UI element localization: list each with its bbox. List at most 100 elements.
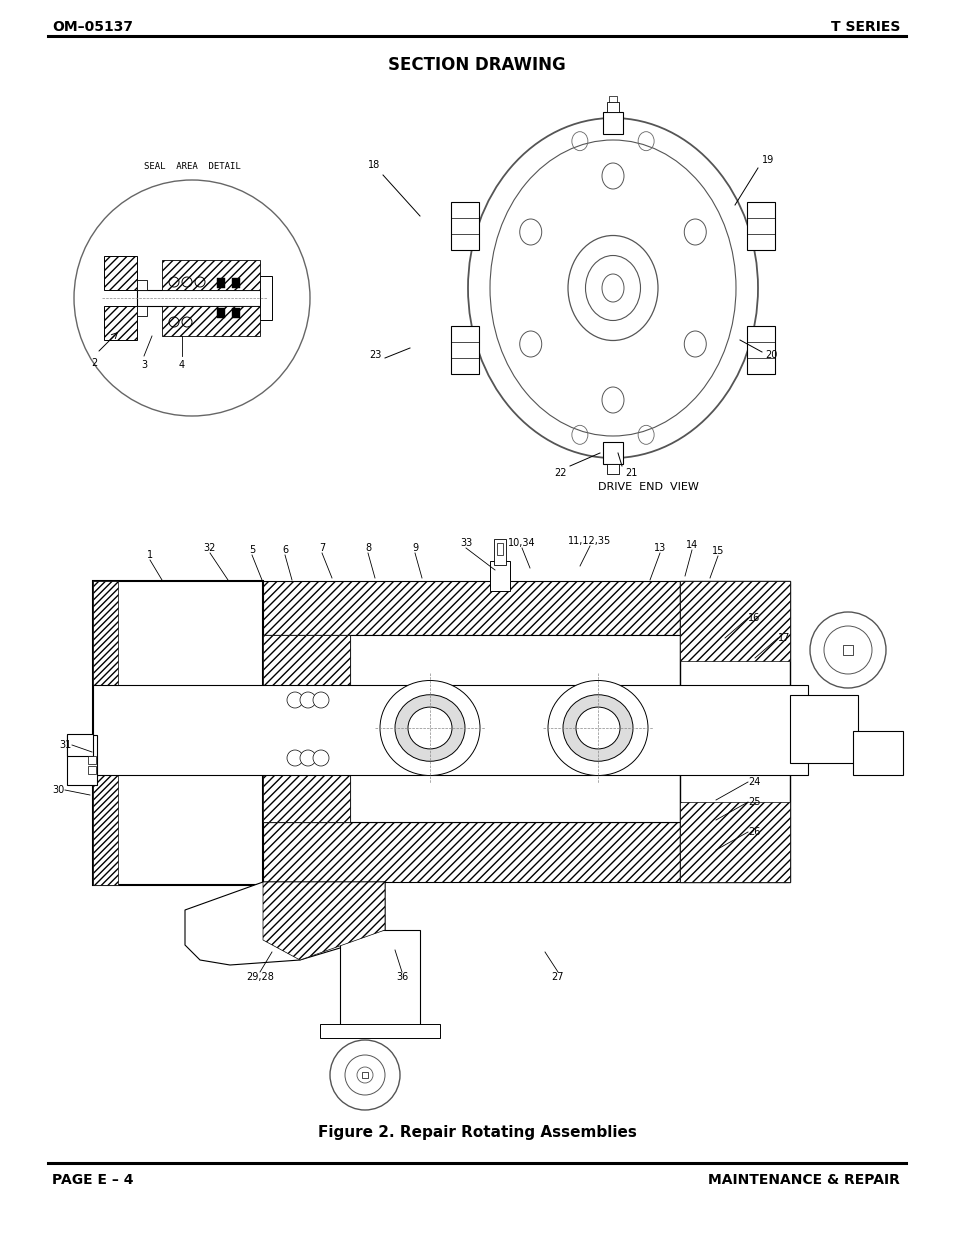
Bar [263,635,350,690]
Ellipse shape [547,680,647,776]
Text: 21: 21 [624,468,637,478]
Bar [232,278,240,288]
Bar [746,203,774,249]
Text: 3: 3 [141,359,147,370]
Text: 29,28: 29,28 [246,972,274,982]
Bar [608,96,617,103]
Bar [606,103,618,112]
Polygon shape [137,306,147,316]
Bar [451,203,478,249]
Text: 26: 26 [747,827,760,837]
Bar [162,261,260,290]
Bar [67,734,92,756]
Text: 20: 20 [764,350,777,359]
Bar [137,290,267,306]
Ellipse shape [408,708,452,748]
Bar [339,930,419,1030]
Text: 30: 30 [52,785,65,795]
Bar [350,635,679,823]
Bar [497,543,502,555]
Text: OM–05137: OM–05137 [52,20,132,35]
Text: 2: 2 [91,358,97,368]
Bar [92,580,263,885]
Circle shape [313,692,329,708]
Polygon shape [104,256,137,290]
Text: MAINTENANCE & REPAIR: MAINTENANCE & REPAIR [707,1173,899,1187]
Bar [88,756,96,764]
Text: 10,34: 10,34 [508,538,536,548]
Ellipse shape [379,680,479,776]
Circle shape [299,750,315,766]
Bar [216,308,225,317]
Text: 19: 19 [761,156,774,165]
Bar [494,538,505,564]
Bar [451,326,478,374]
Text: 1: 1 [147,550,152,559]
Text: 16: 16 [747,613,760,622]
Bar [263,823,679,882]
Bar [92,685,807,776]
Circle shape [313,750,329,766]
Text: 25: 25 [747,797,760,806]
Bar [260,275,272,320]
Bar [746,326,774,374]
Polygon shape [185,882,385,965]
Text: 14: 14 [685,540,698,550]
Bar [319,1024,439,1037]
Text: 15: 15 [711,546,723,556]
Text: 31: 31 [60,740,71,750]
Text: 27: 27 [551,972,563,982]
Text: 22: 22 [554,468,566,478]
Text: 23: 23 [369,350,381,359]
Text: 8: 8 [365,543,371,553]
Text: 6: 6 [282,545,288,555]
Bar [679,802,789,882]
Bar [679,580,789,882]
Bar [263,635,350,823]
Text: 5: 5 [249,545,254,555]
Text: 32: 32 [204,543,216,553]
Circle shape [345,1055,385,1095]
Bar [852,731,902,776]
Polygon shape [137,280,147,290]
Bar [67,735,97,785]
Text: SECTION DRAWING: SECTION DRAWING [388,56,565,74]
Text: 13: 13 [653,543,665,553]
Polygon shape [263,882,385,960]
Bar [263,767,350,823]
Text: T SERIES: T SERIES [830,20,899,35]
Bar [679,580,789,661]
Text: 17: 17 [778,634,789,643]
Text: DRIVE  END  VIEW: DRIVE END VIEW [597,482,698,492]
Bar [263,580,679,635]
Bar [361,1072,368,1078]
Bar [92,764,118,885]
Text: 9: 9 [412,543,417,553]
Text: 4: 4 [179,359,185,370]
Text: 11,12,35: 11,12,35 [568,536,611,546]
Circle shape [287,750,303,766]
Bar [602,112,622,135]
Polygon shape [104,306,137,340]
Circle shape [287,692,303,708]
Text: 7: 7 [318,543,325,553]
Circle shape [809,613,885,688]
Text: Figure 2. Repair Rotating Assemblies: Figure 2. Repair Rotating Assemblies [317,1125,636,1140]
Bar [606,464,618,474]
Ellipse shape [395,695,464,761]
Circle shape [356,1067,373,1083]
Text: 18: 18 [367,161,379,170]
Bar [602,442,622,464]
Circle shape [823,626,871,674]
Ellipse shape [576,708,619,748]
Bar [92,580,118,701]
Text: 33: 33 [459,538,472,548]
Text: PAGE E – 4: PAGE E – 4 [52,1173,133,1187]
Bar [490,561,510,592]
Text: SEAL  AREA  DETAIL: SEAL AREA DETAIL [144,162,240,170]
Bar [216,278,225,288]
Bar [789,695,857,763]
Bar [842,645,852,655]
Ellipse shape [562,695,633,761]
Text: 24: 24 [747,777,760,787]
